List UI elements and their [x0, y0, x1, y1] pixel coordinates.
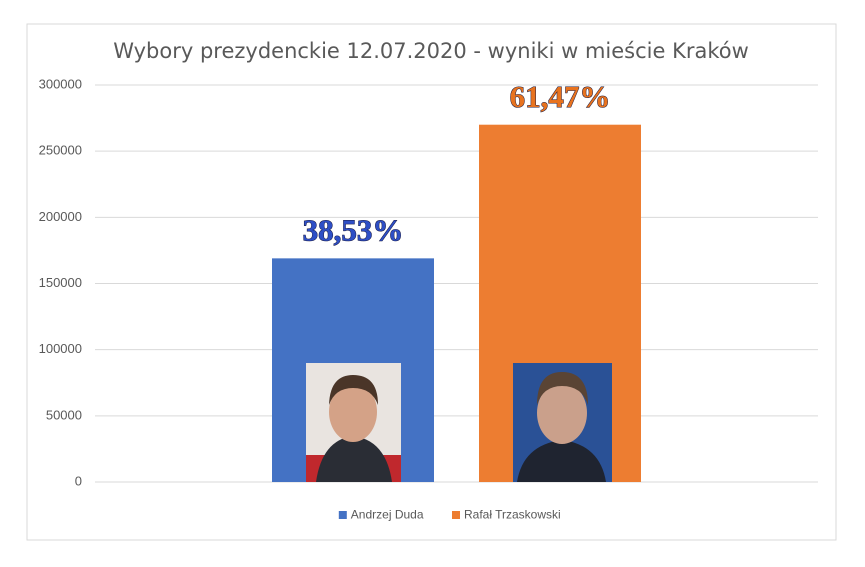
legend-label: Andrzej Duda: [351, 508, 424, 522]
y-tick-label: 0: [75, 473, 82, 488]
y-tick-label: 100000: [39, 341, 82, 356]
photo-trzaskowski: [513, 363, 612, 482]
y-tick-label: 150000: [39, 275, 82, 290]
photo-duda: [306, 363, 401, 482]
y-tick-label: 300000: [39, 76, 82, 91]
chart-title: Wybory prezydenckie 12.07.2020 - wyniki …: [113, 39, 749, 63]
grid: 0 50000 100000 150000 200000 250000 300000: [39, 76, 818, 488]
data-annotation: 38,53%: [303, 212, 404, 247]
legend-swatch: [452, 511, 460, 519]
y-tick-label: 250000: [39, 143, 82, 158]
data-annotation: 61,47%: [510, 79, 611, 114]
legend-label: Rafał Trzaskowski: [464, 508, 561, 522]
y-tick-label: 50000: [46, 407, 82, 422]
legend: Andrzej Duda Rafał Trzaskowski: [338, 508, 561, 522]
y-tick-label: 200000: [39, 209, 82, 224]
photos: [306, 363, 612, 482]
legend-swatch: [338, 511, 347, 519]
